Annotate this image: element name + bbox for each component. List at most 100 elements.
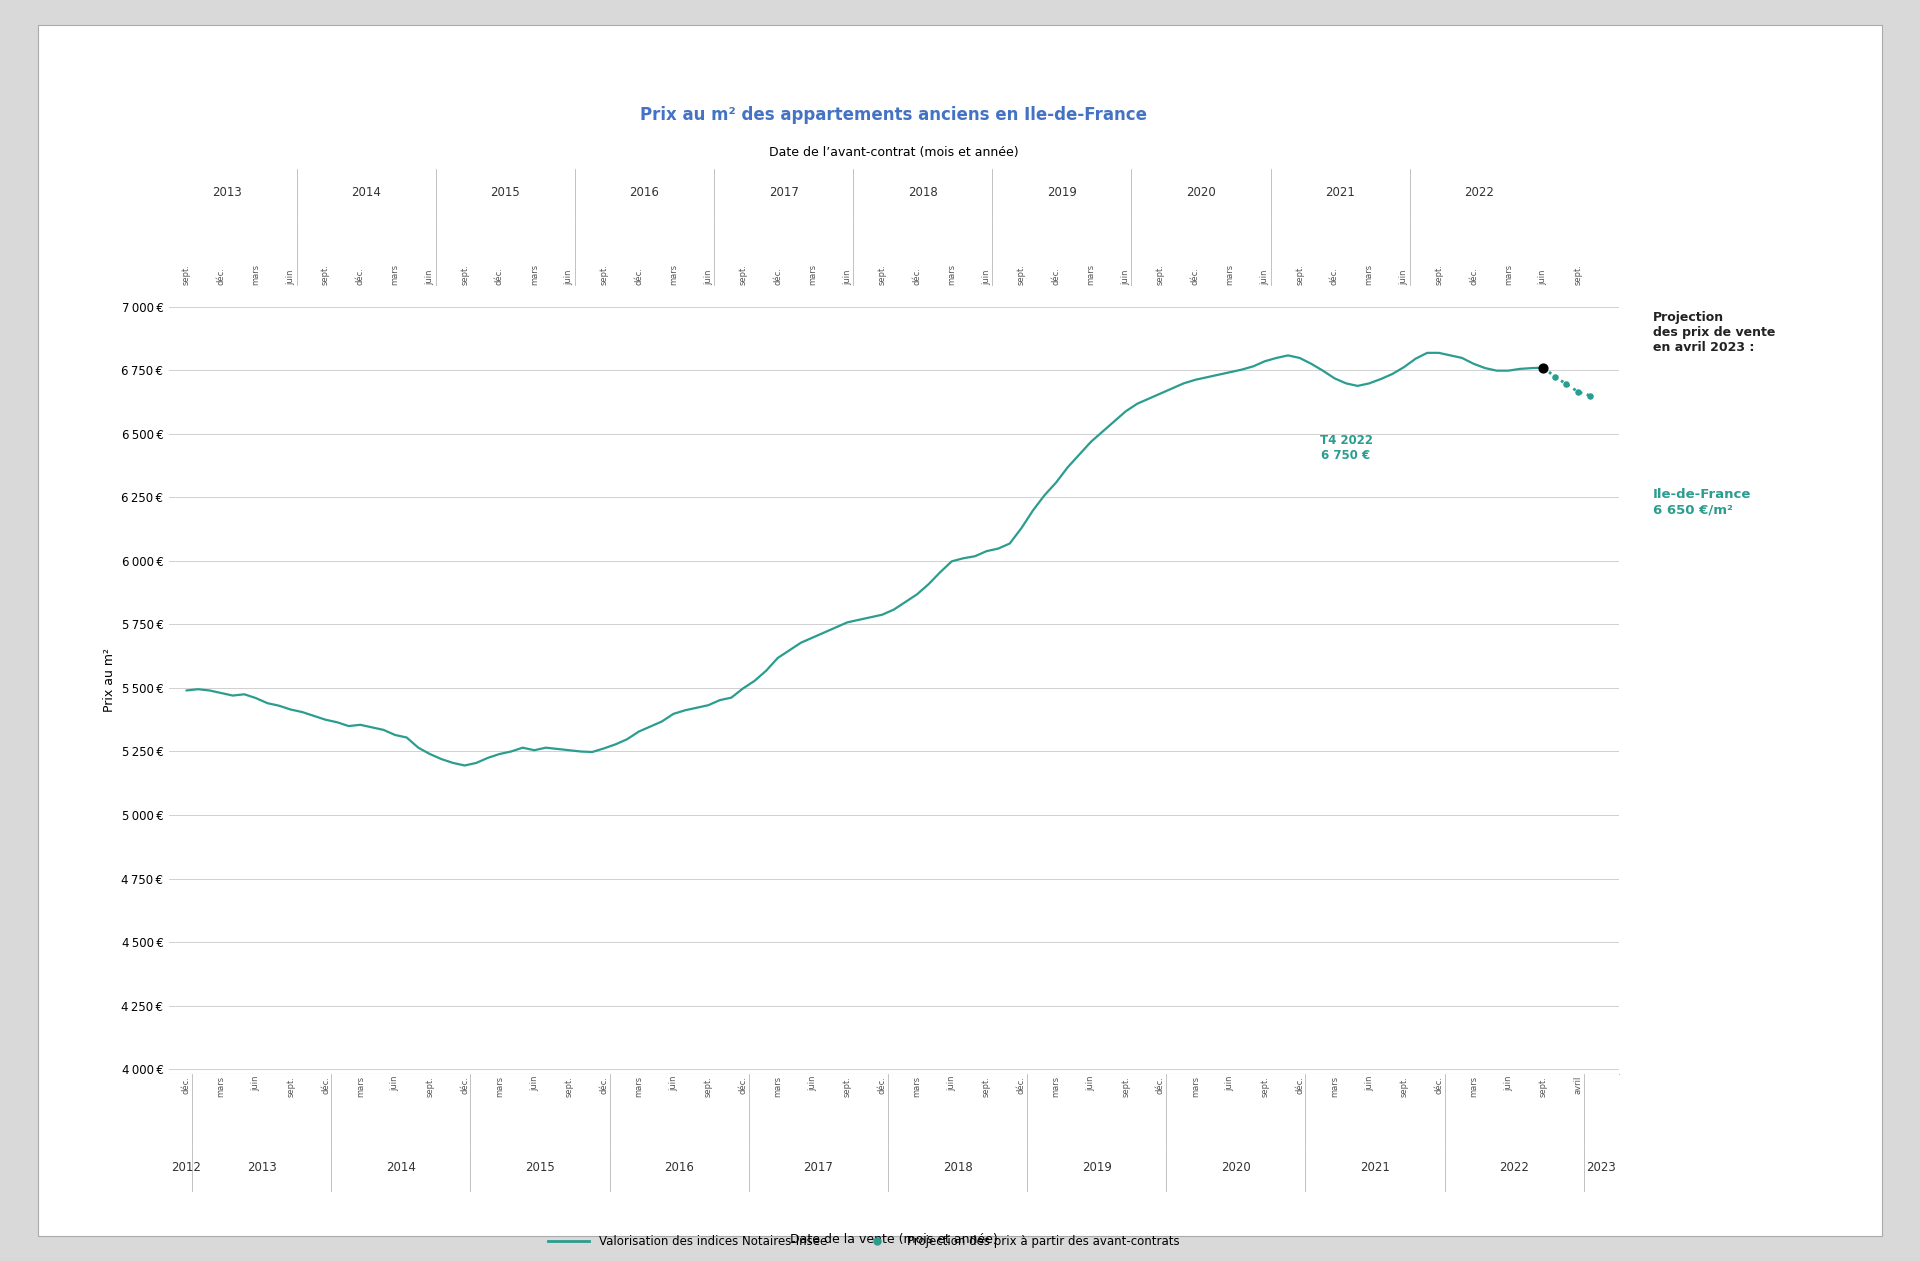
Text: mars: mars [808, 264, 818, 285]
Text: 2022: 2022 [1500, 1161, 1528, 1174]
Text: 2015: 2015 [526, 1161, 555, 1174]
Text: déc.: déc. [217, 267, 227, 285]
Text: juin: juin [981, 270, 991, 285]
Text: sept.: sept. [1434, 264, 1444, 285]
Text: sept.: sept. [321, 264, 330, 285]
Text: juin: juin [668, 1076, 678, 1091]
Text: sept.: sept. [1574, 264, 1582, 285]
Text: mars: mars [947, 264, 956, 285]
Text: juin: juin [530, 1076, 540, 1091]
Text: 2022: 2022 [1465, 187, 1494, 199]
Text: déc.: déc. [495, 267, 503, 285]
Text: déc.: déc. [1434, 1076, 1444, 1093]
Text: sept.: sept. [426, 1076, 434, 1097]
Text: mars: mars [634, 1076, 643, 1097]
Text: juin: juin [426, 270, 434, 285]
Text: juin: juin [390, 1076, 399, 1091]
Text: sept.: sept. [1400, 1076, 1409, 1097]
Point [1563, 382, 1594, 402]
Text: Date de la vente (mois et année): Date de la vente (mois et année) [789, 1233, 998, 1246]
Text: 2013: 2013 [211, 187, 242, 199]
Text: mars: mars [1190, 1076, 1200, 1097]
Text: sept.: sept. [1260, 1076, 1269, 1097]
Text: juin: juin [1121, 270, 1131, 285]
Text: déc.: déc. [634, 267, 643, 285]
Text: déc.: déc. [1156, 1076, 1165, 1093]
Text: 2019: 2019 [1046, 187, 1077, 199]
Text: déc.: déc. [1052, 267, 1060, 285]
Text: mars: mars [912, 1076, 922, 1097]
Text: mars: mars [1331, 1076, 1338, 1097]
Text: déc.: déc. [321, 1076, 330, 1093]
Text: mars: mars [1225, 264, 1235, 285]
Text: juin: juin [1260, 270, 1269, 285]
Text: sept.: sept. [1018, 264, 1025, 285]
Text: sept.: sept. [705, 1076, 712, 1097]
Text: déc.: déc. [1469, 267, 1478, 285]
Text: sept.: sept. [564, 1076, 574, 1097]
Point [1574, 386, 1605, 406]
Text: 2018: 2018 [908, 187, 937, 199]
Text: sept.: sept. [843, 1076, 852, 1097]
Text: mars: mars [355, 1076, 365, 1097]
Text: mars: mars [668, 264, 678, 285]
Text: juin: juin [564, 270, 574, 285]
Text: 2020: 2020 [1187, 187, 1215, 199]
Text: déc.: déc. [739, 1076, 747, 1093]
Text: juin: juin [1365, 1076, 1373, 1091]
Text: juin: juin [286, 270, 296, 285]
Text: 2016: 2016 [630, 187, 659, 199]
Text: déc.: déc. [182, 1076, 190, 1093]
Text: déc.: déc. [877, 1076, 887, 1093]
Text: 2015: 2015 [490, 187, 520, 199]
Text: juin: juin [1225, 1076, 1235, 1091]
Text: juin: juin [705, 270, 712, 285]
Text: mars: mars [1469, 1076, 1478, 1097]
Text: déc.: déc. [1018, 1076, 1025, 1093]
Point [1551, 375, 1582, 395]
Text: déc.: déc. [461, 1076, 468, 1093]
Text: déc.: déc. [1296, 1076, 1304, 1093]
Text: 2017: 2017 [803, 1161, 833, 1174]
Text: mars: mars [217, 1076, 227, 1097]
Text: 2021: 2021 [1325, 187, 1356, 199]
Text: 2014: 2014 [386, 1161, 417, 1174]
Text: 2019: 2019 [1081, 1161, 1112, 1174]
Text: déc.: déc. [774, 267, 781, 285]
Text: juin: juin [1400, 270, 1409, 285]
Text: 2021: 2021 [1359, 1161, 1390, 1174]
Text: juin: juin [252, 1076, 261, 1091]
Point [1528, 358, 1559, 378]
Text: Prix au m² des appartements anciens en Ile-de-France: Prix au m² des appartements anciens en I… [639, 106, 1148, 124]
Point [1528, 358, 1559, 378]
Text: juin: juin [1503, 1076, 1513, 1091]
Point [1540, 367, 1571, 387]
Text: sept.: sept. [877, 264, 887, 285]
Text: avril: avril [1574, 1076, 1582, 1095]
Text: juin: juin [808, 1076, 818, 1091]
Text: déc.: déc. [599, 1076, 609, 1093]
Text: déc.: déc. [1331, 267, 1338, 285]
Text: mars: mars [495, 1076, 503, 1097]
Y-axis label: Prix au m²: Prix au m² [104, 648, 115, 712]
Text: juin: juin [843, 270, 852, 285]
Text: 2013: 2013 [248, 1161, 276, 1174]
Text: déc.: déc. [355, 267, 365, 285]
Text: 2018: 2018 [943, 1161, 972, 1174]
Legend: Valorisation des indices Notaires-Insee, Projection des prix à partir des avant-: Valorisation des indices Notaires-Insee,… [543, 1231, 1185, 1252]
Text: sept.: sept. [1121, 1076, 1131, 1097]
Text: T4 2022
6 750 €: T4 2022 6 750 € [1319, 434, 1373, 463]
Text: juin: juin [1538, 270, 1548, 285]
Text: sept.: sept. [981, 1076, 991, 1097]
Text: sept.: sept. [461, 264, 468, 285]
Text: mars: mars [774, 1076, 781, 1097]
Text: mars: mars [1087, 264, 1096, 285]
Text: mars: mars [530, 264, 540, 285]
Text: 2020: 2020 [1221, 1161, 1250, 1174]
Text: 2017: 2017 [768, 187, 799, 199]
Text: Projection
des prix de vente
en avril 2023 :: Projection des prix de vente en avril 20… [1653, 311, 1776, 354]
Text: mars: mars [1052, 1076, 1060, 1097]
Text: juin: juin [947, 1076, 956, 1091]
Text: sept.: sept. [599, 264, 609, 285]
Text: Ile-de-France
6 650 €/m²: Ile-de-France 6 650 €/m² [1653, 488, 1751, 516]
